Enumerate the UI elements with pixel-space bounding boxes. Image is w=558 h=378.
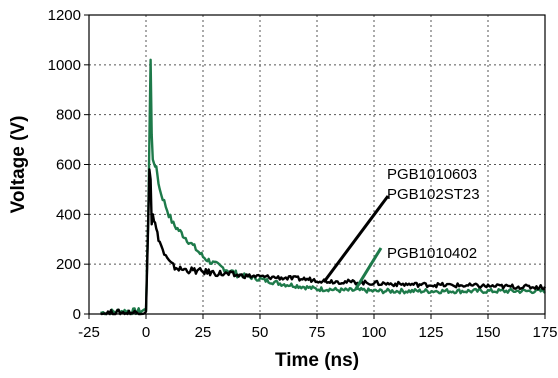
series-line-PGB1010402 — [100, 58, 546, 316]
x-tick-label: 125 — [418, 324, 443, 341]
y-tick-label: 800 — [56, 107, 81, 124]
y-tick-label: 0 — [73, 306, 81, 323]
x-axis-title: Time (ns) — [275, 350, 359, 371]
x-tick-label: 100 — [361, 324, 386, 341]
tick-layer — [84, 14, 546, 319]
x-tick-label: 175 — [532, 324, 557, 341]
tick-label-layer: -25 0 25 50 75 100 125 150 175020040060080010001… — [48, 7, 558, 341]
x-tick-label: 75 — [309, 324, 326, 341]
x-tick-label: 150 — [475, 324, 500, 341]
plot-frame — [88, 14, 546, 315]
y-tick-label: 400 — [56, 206, 81, 223]
series-line-PGB1010603 — [99, 168, 547, 316]
y-axis-title: Voltage (V) — [8, 116, 29, 214]
gridlines — [89, 15, 545, 314]
annotation-leader-line — [322, 195, 390, 284]
x-tick-label: 50 — [252, 324, 269, 341]
x-tick-label: 0 — [142, 324, 150, 341]
x-tick-label: -25 — [78, 324, 100, 341]
annotation-layer: PGB1010603 PGB102ST23 PGB1010402 — [322, 166, 480, 290]
annotation-label: PGB102ST23 — [387, 186, 480, 203]
y-tick-label: 1000 — [48, 57, 81, 74]
annotation-label: PGB1010603 — [387, 166, 477, 183]
y-tick-label: 1200 — [48, 7, 81, 24]
y-tick-label: 600 — [56, 157, 81, 174]
annotation-leader-line — [354, 247, 383, 290]
annotation-label: PGB1010402 — [387, 245, 477, 262]
series-layer — [99, 58, 547, 316]
x-tick-label: 25 — [195, 324, 212, 341]
y-tick-label: 200 — [56, 256, 81, 273]
